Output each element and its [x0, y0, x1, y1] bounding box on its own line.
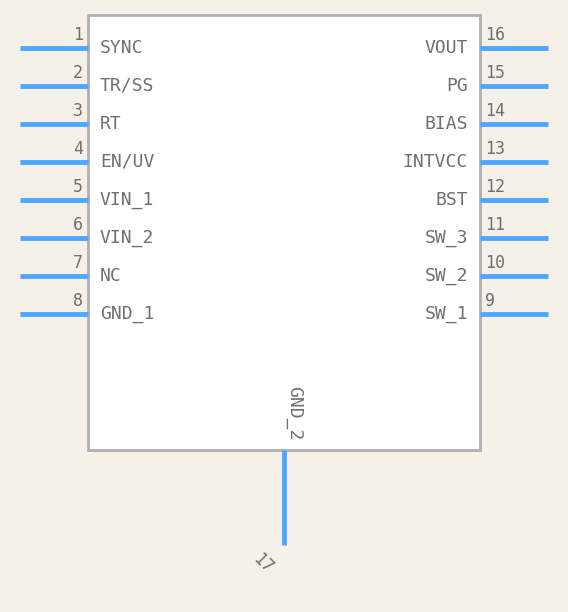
- Text: SW_3: SW_3: [424, 229, 468, 247]
- Text: NC: NC: [100, 267, 122, 285]
- Text: 9: 9: [485, 292, 495, 310]
- Text: 2: 2: [73, 64, 83, 82]
- Text: 7: 7: [73, 254, 83, 272]
- Text: 1: 1: [73, 26, 83, 44]
- Text: 15: 15: [485, 64, 505, 82]
- Text: 11: 11: [485, 216, 505, 234]
- Text: VIN_1: VIN_1: [100, 191, 154, 209]
- Text: VIN_2: VIN_2: [100, 229, 154, 247]
- Text: PG: PG: [446, 77, 468, 95]
- Text: 16: 16: [485, 26, 505, 44]
- Text: 14: 14: [485, 102, 505, 120]
- Text: BIAS: BIAS: [424, 115, 468, 133]
- Text: GND_1: GND_1: [100, 305, 154, 323]
- Text: 5: 5: [73, 178, 83, 196]
- Text: 13: 13: [485, 140, 505, 158]
- Bar: [88, 15, 480, 450]
- Text: SW_1: SW_1: [424, 305, 468, 323]
- Text: VOUT: VOUT: [424, 39, 468, 57]
- Text: 4: 4: [73, 140, 83, 158]
- Text: 12: 12: [485, 178, 505, 196]
- Text: GND_2: GND_2: [285, 386, 303, 440]
- Text: 17: 17: [249, 550, 276, 577]
- Text: 10: 10: [485, 254, 505, 272]
- Text: 6: 6: [73, 216, 83, 234]
- Text: 8: 8: [73, 292, 83, 310]
- Text: 3: 3: [73, 102, 83, 120]
- Text: SYNC: SYNC: [100, 39, 144, 57]
- Text: BST: BST: [436, 191, 468, 209]
- Text: SW_2: SW_2: [424, 267, 468, 285]
- Text: EN/UV: EN/UV: [100, 153, 154, 171]
- Text: RT: RT: [100, 115, 122, 133]
- Text: TR/SS: TR/SS: [100, 77, 154, 95]
- Text: INTVCC: INTVCC: [403, 153, 468, 171]
